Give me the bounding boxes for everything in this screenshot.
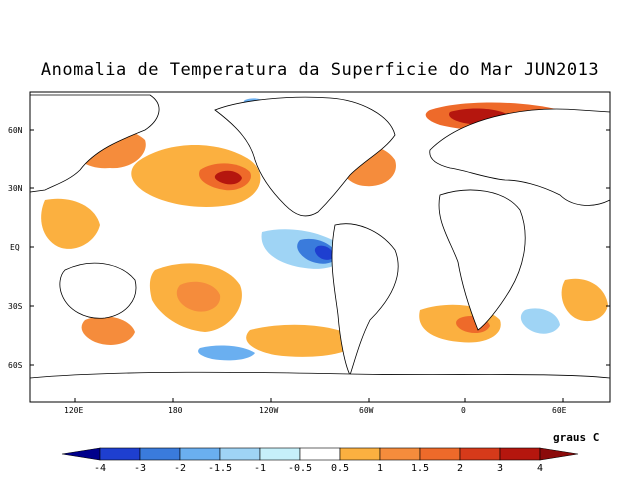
lat-label-30s: 30S <box>8 302 23 311</box>
colorbar-box <box>259 447 301 461</box>
lon-label-0: 0 <box>461 406 466 415</box>
warm-anomaly-west-pacific <box>41 198 100 249</box>
lon-label-120w: 120W <box>259 406 278 415</box>
cold-anomaly-south-atlantic <box>520 308 560 334</box>
north-america <box>214 96 396 217</box>
colorbar-label: -4 <box>94 463 106 474</box>
coastlines <box>29 94 611 403</box>
colorbar-arrow-low <box>61 447 101 461</box>
colorbar-label: 1 <box>377 463 383 474</box>
warm-anomaly-south-pacific-core <box>176 281 221 312</box>
warm-anomaly-north-pacific-peak <box>214 170 242 185</box>
africa <box>438 189 526 331</box>
colorbar-box <box>459 447 501 461</box>
lat-label-30n: 30N <box>8 184 23 193</box>
lon-label-180: 180 <box>168 406 183 415</box>
units-label: graus C <box>553 431 600 444</box>
colorbar: -4 -3 -2 -1.5 -1 -0.5 0.5 1 1.5 2 3 4 <box>61 447 579 474</box>
colorbar-label: -1 <box>254 463 266 474</box>
lat-label-eq: EQ <box>10 243 20 252</box>
south-america <box>331 223 399 377</box>
lat-label-60s: 60S <box>8 361 23 370</box>
latitude-ticks <box>30 129 610 366</box>
lon-label-120e: 120E <box>64 406 83 415</box>
colorbar-box <box>379 447 421 461</box>
colorbar-box <box>139 447 181 461</box>
asia-west-part <box>29 94 160 193</box>
warm-anomaly-indian-ocean <box>561 278 608 322</box>
warm-anomaly-north-pacific <box>131 145 261 207</box>
colorbar-box <box>499 447 541 461</box>
colorbar-label: -0.5 <box>288 463 312 474</box>
warm-anomaly-tasman <box>81 316 135 345</box>
colorbar-label: -2 <box>174 463 186 474</box>
colorbar-box <box>219 447 261 461</box>
latitude-labels: 60N 30N EQ 30S 60S <box>8 126 23 370</box>
colorbar-label: 3 <box>497 463 503 474</box>
map-title: Anomalia de Temperatura da Superficie do… <box>40 60 600 80</box>
australia <box>59 262 137 319</box>
lon-label-60w: 60W <box>359 406 374 415</box>
cold-anomaly-eastern-pacific-peak <box>314 245 334 260</box>
colorbar-label: 1.5 <box>411 463 429 474</box>
colorbar-label: 4 <box>537 463 543 474</box>
warm-anomaly-southern-ocean <box>246 324 360 357</box>
lat-label-60n: 60N <box>8 126 23 135</box>
eurasia <box>429 108 611 206</box>
colorbar-arrow-high <box>539 447 579 461</box>
colorbar-box <box>339 447 381 461</box>
longitude-ticks <box>74 398 564 402</box>
colorbar-label: 0.5 <box>331 463 349 474</box>
colorbar-box <box>419 447 461 461</box>
colorbar-label: -3 <box>134 463 146 474</box>
colorbar-box <box>99 447 141 461</box>
cold-anomaly-southern-pacific <box>198 345 255 361</box>
colorbar-box <box>179 447 221 461</box>
colorbar-label: -1.5 <box>208 463 232 474</box>
longitude-labels: 120E 180 120W 60W 0 60E <box>64 406 567 415</box>
colorbar-box <box>299 447 341 461</box>
colorbar-label: 2 <box>457 463 463 474</box>
antarctica <box>29 371 611 403</box>
lon-label-60e: 60E <box>552 406 567 415</box>
